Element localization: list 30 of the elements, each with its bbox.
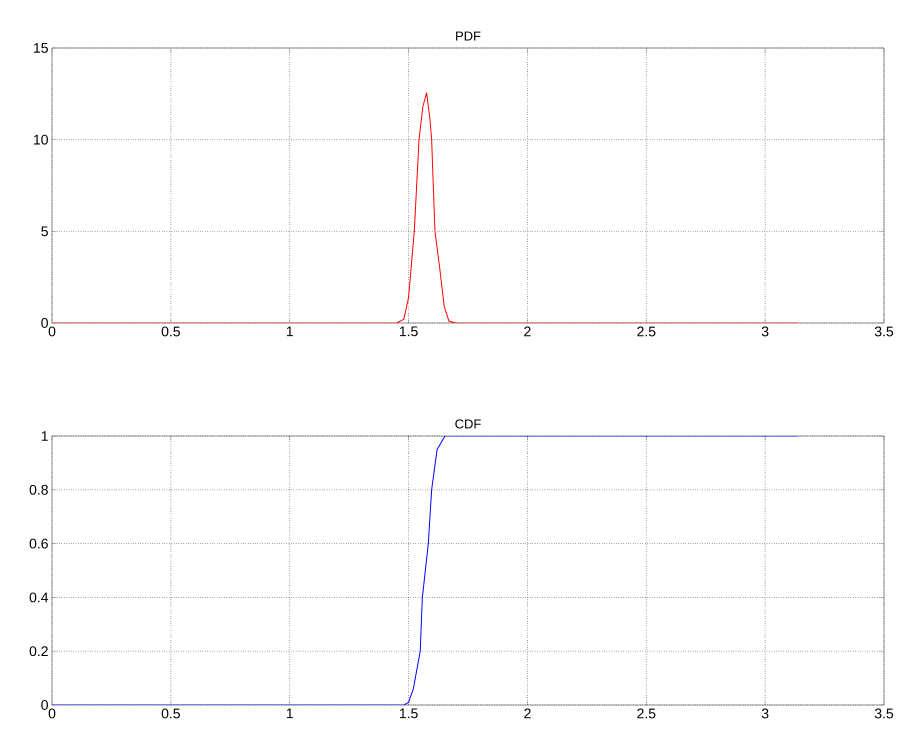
x-tick-label: 3.5 <box>874 326 894 336</box>
x-tick-label: 0 <box>48 326 56 336</box>
y-tick-label: 1 <box>42 431 48 441</box>
x-tick-label: 3.5 <box>874 708 894 718</box>
y-tick-label: 15 <box>34 43 48 53</box>
x-tick-label: 1.5 <box>400 708 418 718</box>
y-tick-label: 0.6 <box>30 538 48 549</box>
y-tick-label: 5 <box>41 226 48 236</box>
x-tick-label: 2 <box>524 326 531 336</box>
x-tick-label: 3 <box>762 326 768 336</box>
x-tick-label: 1 <box>286 708 293 718</box>
x-tick-label: 1 <box>286 326 293 336</box>
line-series <box>52 92 799 324</box>
x-tick-label: 3 <box>762 708 768 718</box>
x-tick-label: 2.5 <box>637 326 656 336</box>
x-tick-label: 0.5 <box>162 708 180 718</box>
y-tick-label: 0 <box>41 700 48 710</box>
x-tick-label: 0 <box>48 708 56 718</box>
line-series <box>52 436 799 706</box>
x-tick-label: 0.5 <box>162 326 180 336</box>
y-tick-label: 0.4 <box>30 592 48 602</box>
x-tick-label: 2.5 <box>637 708 656 718</box>
y-tick-label: 10 <box>34 134 48 145</box>
x-tick-label: 1.5 <box>400 326 418 336</box>
y-tick-label: 0.8 <box>30 484 48 495</box>
x-tick-label: 2 <box>524 708 531 718</box>
y-tick-label: 0 <box>41 318 48 328</box>
y-tick-label: 0.2 <box>30 646 48 656</box>
chart-title: PDF <box>456 32 480 40</box>
chart-title: CDF <box>455 419 481 428</box>
